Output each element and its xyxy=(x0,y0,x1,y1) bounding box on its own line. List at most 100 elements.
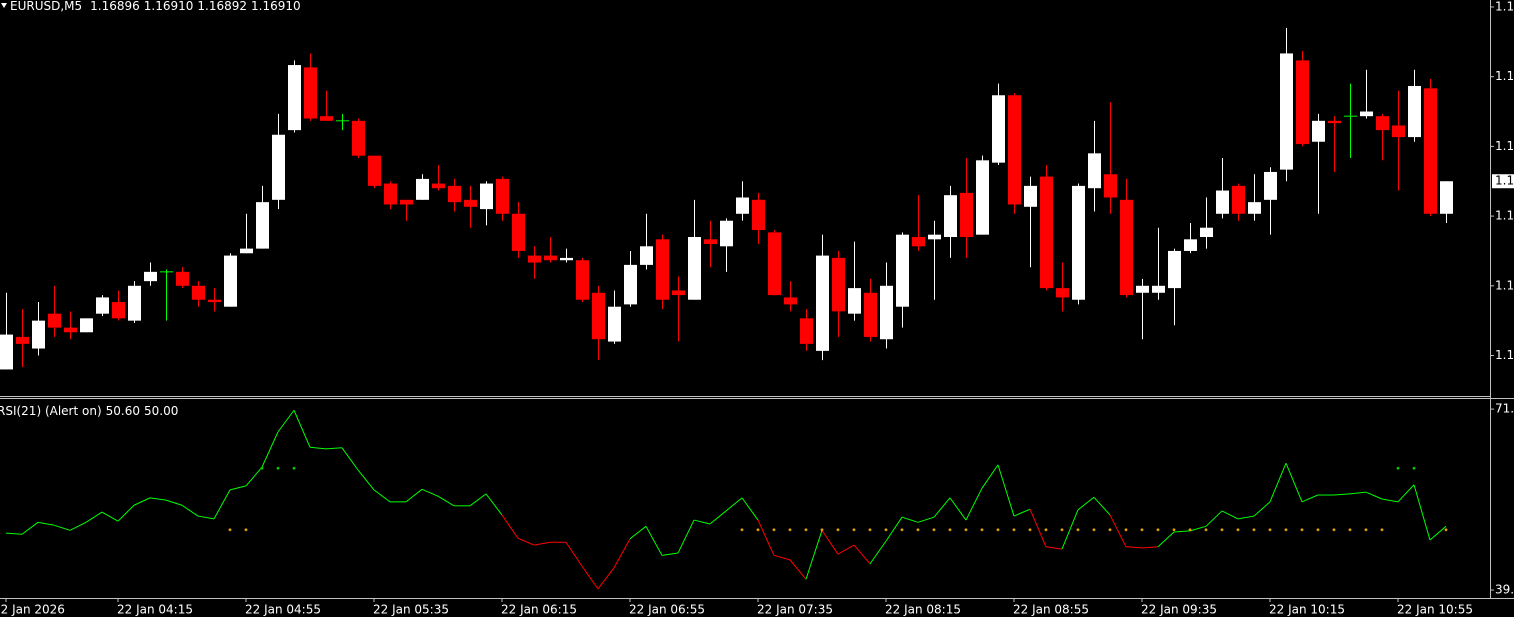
candle-body xyxy=(720,220,733,247)
rsi-segment xyxy=(1269,462,1287,503)
candle-body xyxy=(624,264,637,305)
rsi-segment xyxy=(21,521,39,535)
candle-body xyxy=(880,285,893,340)
chart-header: EURUSD,M5 1.16896 1.16910 1.16892 1.16910 xyxy=(10,0,301,13)
rsi-segment xyxy=(645,526,663,556)
signal-dot xyxy=(852,528,856,532)
rsi-segment xyxy=(1365,491,1383,500)
rsi-segment xyxy=(677,519,695,554)
rsi-segment xyxy=(1413,484,1431,541)
signal-dot xyxy=(1028,528,1032,532)
signal-dot xyxy=(804,528,808,532)
candle-body xyxy=(1440,181,1453,214)
signal-dot xyxy=(980,528,984,532)
candle-body xyxy=(304,67,317,119)
rsi-segment xyxy=(1061,509,1079,550)
rsi-segment xyxy=(917,516,935,523)
indicator-value: 50.60 xyxy=(106,404,140,418)
rsi-segment xyxy=(805,530,823,580)
candle-body xyxy=(288,65,301,131)
candle-body xyxy=(1424,88,1437,214)
rsi-segment xyxy=(101,511,119,522)
signal-dot xyxy=(244,528,248,532)
signal-dot xyxy=(1172,528,1176,532)
candle-body xyxy=(944,195,957,237)
signal-dot xyxy=(1076,528,1080,532)
candle-body xyxy=(1056,288,1069,298)
signal-dot xyxy=(820,528,824,532)
candle-body xyxy=(368,155,381,186)
rsi-segment xyxy=(853,544,871,565)
candle-body xyxy=(224,255,237,307)
rsi-segment xyxy=(661,552,679,556)
candle-body xyxy=(1008,95,1021,205)
candle-body xyxy=(864,292,877,337)
rsi-segment xyxy=(789,559,807,580)
signal-dot xyxy=(948,528,952,532)
rsi-segment xyxy=(213,489,231,520)
rsi-segment xyxy=(197,515,215,520)
rsi-segment xyxy=(597,567,615,590)
rsi-segment xyxy=(1285,462,1303,503)
candle-body xyxy=(1264,171,1277,200)
signal-dot xyxy=(772,528,776,532)
candle-body xyxy=(1360,111,1373,117)
rsi-segment xyxy=(1045,546,1063,550)
x-tick-label: 22 Jan 08:15 xyxy=(885,603,961,617)
x-tick-label: 22 Jan 09:35 xyxy=(1141,603,1217,617)
rsi-segment xyxy=(1397,484,1415,503)
signal-dot xyxy=(1156,528,1160,532)
signal-dot xyxy=(916,528,920,532)
y-tick-label: 39. xyxy=(1495,583,1514,597)
rsi-segment xyxy=(1333,493,1351,496)
candle-body xyxy=(16,336,29,344)
signal-dot xyxy=(1188,528,1192,532)
candle-body xyxy=(144,271,157,282)
candle-body xyxy=(560,257,573,261)
candle-body xyxy=(1408,85,1421,138)
signal-dot xyxy=(868,528,872,532)
signal-dot xyxy=(756,528,760,532)
x-tick-label: 22 Jan 2026 xyxy=(0,603,65,617)
rsi-segment xyxy=(1381,498,1399,503)
rsi-segment xyxy=(885,516,903,542)
rsi-segment xyxy=(117,504,135,522)
rsi-segment xyxy=(229,485,247,491)
candle-body xyxy=(480,183,493,210)
candle-body xyxy=(272,134,285,200)
candle-body xyxy=(992,95,1005,163)
signal-dot xyxy=(1060,528,1064,532)
candle-body xyxy=(512,213,525,251)
signal-dot xyxy=(1108,528,1112,532)
x-tick-label: 22 Jan 05:35 xyxy=(373,603,449,617)
signal-dot xyxy=(1380,528,1384,532)
y-tick-label: 1.1 xyxy=(1495,209,1514,223)
rsi-segment xyxy=(1141,546,1159,549)
candle-body xyxy=(48,313,61,328)
signal-dot xyxy=(1444,528,1448,532)
candle-body xyxy=(688,237,701,300)
menu-icon[interactable] xyxy=(1,3,7,8)
candle-body xyxy=(496,178,509,214)
candle-body xyxy=(1120,199,1133,296)
candle-body xyxy=(736,197,749,214)
rsi-segment xyxy=(1013,508,1031,517)
rsi-segment xyxy=(1221,510,1239,520)
candle-body xyxy=(1232,185,1245,214)
candle-body xyxy=(816,255,829,351)
candle-body xyxy=(1104,174,1117,198)
candle-body xyxy=(1376,116,1389,131)
candle-body xyxy=(640,246,653,265)
rsi-segment xyxy=(1029,509,1047,547)
rsi-segment xyxy=(469,493,487,507)
signal-dot xyxy=(1124,528,1128,532)
rsi-segment xyxy=(501,514,519,539)
signal-dot xyxy=(1236,528,1240,532)
rsi-segment xyxy=(613,538,631,569)
rsi-segment xyxy=(901,516,919,523)
rsi-segment xyxy=(1125,546,1143,549)
rsi-segment xyxy=(1109,514,1127,548)
signal-dot xyxy=(1044,528,1048,532)
rsi-segment xyxy=(1237,515,1255,520)
